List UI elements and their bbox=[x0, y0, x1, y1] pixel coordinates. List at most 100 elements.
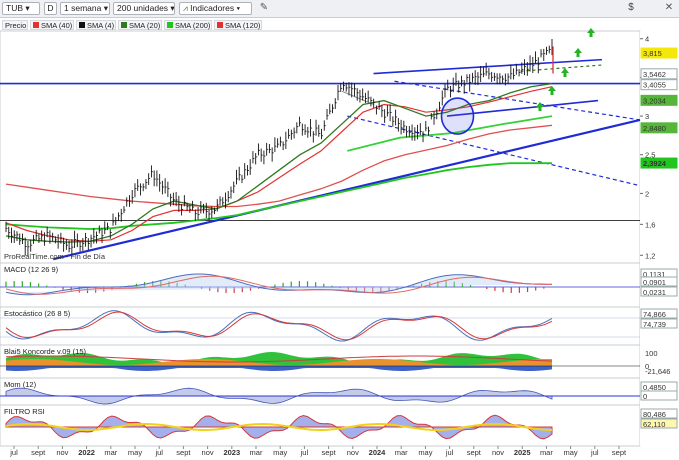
circle-annotation bbox=[440, 97, 475, 135]
price-label-box bbox=[640, 47, 678, 59]
x-tick-label: nov bbox=[202, 448, 214, 457]
pen-icon[interactable]: ✎ bbox=[259, 2, 269, 13]
koncorde-red-line bbox=[5, 355, 553, 363]
up-arrow-icon bbox=[548, 86, 556, 95]
stoch-value: 74,866 bbox=[643, 310, 666, 319]
x-tick-label: may bbox=[564, 448, 578, 457]
units-dropdown[interactable]: 200 unidades ▾ bbox=[113, 2, 175, 15]
x-tick-label: sept bbox=[467, 448, 482, 457]
y-tick-label: 4 bbox=[645, 35, 649, 44]
price-label: 2,8480 bbox=[643, 124, 666, 133]
x-tick-label: mar bbox=[250, 448, 263, 457]
x-tick-label: sept bbox=[322, 448, 337, 457]
sma120-line bbox=[5, 124, 553, 208]
up-arrow-icon bbox=[574, 48, 582, 57]
y-tick-label: 1,2 bbox=[645, 251, 655, 260]
dollar-icon[interactable]: $ bbox=[628, 2, 634, 13]
indicator-panel bbox=[0, 262, 641, 308]
price-label-box bbox=[640, 94, 678, 106]
x-tick-label: may bbox=[273, 448, 287, 457]
macd-value: 0,0901 bbox=[643, 278, 666, 287]
legend-sma40[interactable]: SMA (40) bbox=[30, 20, 74, 30]
price-label-box bbox=[640, 157, 678, 169]
legend-swatch bbox=[167, 22, 173, 28]
stoch-value-box bbox=[640, 308, 678, 319]
indicators-label: Indicadores bbox=[190, 3, 235, 13]
x-tick-label: may bbox=[418, 448, 432, 457]
trendline-lower bbox=[52, 118, 641, 261]
sma40-line bbox=[5, 86, 553, 242]
macd-value: 0,0231 bbox=[643, 288, 666, 297]
koncorde-orange-area bbox=[6, 359, 552, 366]
macd-signal-line bbox=[5, 275, 552, 295]
koncorde-value: -21,646 bbox=[645, 367, 670, 376]
legend-sma200[interactable]: SMA (200) bbox=[164, 20, 212, 30]
rsi-value: 62,110 bbox=[643, 420, 665, 429]
x-tick-label: jul bbox=[445, 448, 454, 457]
rsi-value-box bbox=[640, 418, 678, 429]
stoch-k-line bbox=[5, 310, 553, 342]
x-tick-label: sept bbox=[612, 448, 627, 457]
price-label-box bbox=[640, 122, 678, 134]
x-tick-label: 2024 bbox=[369, 448, 387, 457]
legend: Precio SMA (40) SMA (4) SMA (20) SMA (20… bbox=[0, 19, 640, 31]
momentum-title: Mom (12) bbox=[4, 380, 37, 389]
legend-sma120[interactable]: SMA (120) bbox=[214, 20, 262, 30]
x-tick-label: 2025 bbox=[514, 448, 531, 457]
up-arrow-icon bbox=[561, 68, 569, 77]
symbol-label: TUB bbox=[6, 3, 23, 13]
macd-value-box bbox=[640, 276, 678, 287]
y-tick-label: 1,6 bbox=[645, 220, 655, 229]
x-tick-label: nov bbox=[347, 448, 359, 457]
indicators-button[interactable]: ⩘ Indicadores ▾ bbox=[179, 2, 252, 15]
mode-button[interactable]: D bbox=[44, 2, 57, 15]
momentum-value: 0,4850 bbox=[643, 383, 666, 392]
price-label: 3,5462 bbox=[643, 70, 666, 79]
rsi-title: FILTRO RSI bbox=[4, 407, 45, 416]
x-tick-label: mar bbox=[395, 448, 408, 457]
indicators-icon: ⩘ bbox=[183, 3, 188, 13]
close-icon[interactable]: ✕ bbox=[664, 2, 674, 13]
legend-swatch bbox=[33, 22, 39, 28]
symbol-dropdown[interactable]: TUB ▾ bbox=[2, 2, 40, 15]
price-label: 2,3924 bbox=[643, 159, 667, 168]
koncorde-value: 0 bbox=[645, 362, 649, 371]
x-tick-label: 2023 bbox=[223, 448, 240, 457]
rsi-value: 80,486 bbox=[643, 410, 666, 419]
channel-bottom bbox=[446, 99, 599, 117]
x-tick-label: jul bbox=[300, 448, 309, 457]
macd-line bbox=[5, 273, 553, 296]
y-tick-label: 3 bbox=[645, 112, 649, 121]
legend-sma4[interactable]: SMA (4) bbox=[76, 20, 116, 30]
x-tick-label: jul bbox=[9, 448, 18, 457]
up-arrow-icon bbox=[536, 102, 544, 111]
price-label: 3,2034 bbox=[643, 96, 666, 105]
dashed-green bbox=[520, 64, 603, 72]
legend-price[interactable]: Precio bbox=[2, 20, 28, 30]
source-label: ProRealTime.com - Fin de Día bbox=[4, 252, 106, 261]
legend-swatch bbox=[121, 22, 127, 28]
macd-value-box bbox=[640, 286, 678, 297]
momentum-value-box bbox=[640, 390, 678, 401]
price-label: 3,815 bbox=[643, 49, 662, 58]
stoch-value-box bbox=[640, 318, 678, 329]
legend-swatch bbox=[217, 22, 223, 28]
period-dropdown[interactable]: 1 semana ▾ bbox=[60, 2, 110, 15]
legend-sma20[interactable]: SMA (20) bbox=[118, 20, 162, 30]
dashed-lower bbox=[347, 115, 641, 187]
price-label-box bbox=[640, 68, 678, 80]
price-label-box bbox=[640, 79, 678, 91]
macd-value: 0,1131 bbox=[643, 270, 665, 279]
koncorde-title: Blai5 Koncorde v.09 (15) bbox=[4, 347, 86, 356]
sma20-line bbox=[5, 82, 553, 243]
mode-label: D bbox=[47, 3, 54, 13]
x-tick-label: jul bbox=[590, 448, 599, 457]
momentum-value: 0 bbox=[643, 392, 647, 401]
sma200-line bbox=[5, 162, 552, 230]
x-tick-label: sept bbox=[176, 448, 191, 457]
x-tick-label: sept bbox=[31, 448, 46, 457]
rsi-yellow-line bbox=[5, 422, 553, 432]
x-tick-label: nov bbox=[56, 448, 68, 457]
koncorde-blue-area bbox=[6, 366, 552, 371]
